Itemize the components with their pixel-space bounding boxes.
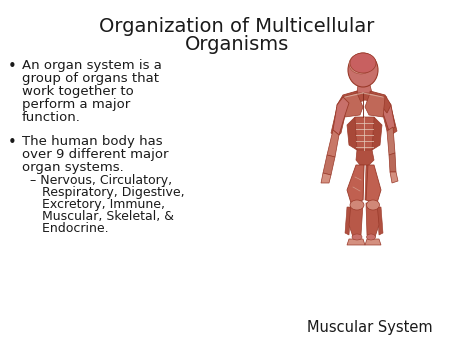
Polygon shape xyxy=(387,127,395,155)
Text: organ systems.: organ systems. xyxy=(22,161,124,174)
Text: Organisms: Organisms xyxy=(185,35,289,54)
Polygon shape xyxy=(343,93,363,117)
Text: Organization of Multicellular: Organization of Multicellular xyxy=(100,17,374,36)
Polygon shape xyxy=(389,153,396,172)
Polygon shape xyxy=(347,117,357,150)
Polygon shape xyxy=(345,207,351,235)
Polygon shape xyxy=(381,99,397,135)
Polygon shape xyxy=(347,165,364,203)
Text: •: • xyxy=(8,59,17,74)
Text: •: • xyxy=(8,135,17,150)
Polygon shape xyxy=(365,165,371,200)
Polygon shape xyxy=(355,117,374,150)
Polygon shape xyxy=(366,203,379,237)
Polygon shape xyxy=(349,203,363,237)
Polygon shape xyxy=(337,91,357,115)
Text: The human body has: The human body has xyxy=(22,135,163,148)
Polygon shape xyxy=(323,155,335,175)
Polygon shape xyxy=(390,172,398,183)
Text: work together to: work together to xyxy=(22,85,134,98)
Polygon shape xyxy=(321,173,331,183)
Ellipse shape xyxy=(350,200,364,210)
Text: Excretory, Immune,: Excretory, Immune, xyxy=(30,198,165,211)
Text: Endocrine.: Endocrine. xyxy=(30,222,109,235)
Ellipse shape xyxy=(350,53,376,73)
Polygon shape xyxy=(372,117,382,150)
Polygon shape xyxy=(365,239,381,245)
Text: function.: function. xyxy=(22,111,81,124)
Ellipse shape xyxy=(366,234,375,240)
Polygon shape xyxy=(379,97,395,131)
Polygon shape xyxy=(327,130,339,157)
Ellipse shape xyxy=(366,200,380,210)
Text: perform a major: perform a major xyxy=(22,98,130,111)
Text: Respiratory, Digestive,: Respiratory, Digestive, xyxy=(30,186,185,199)
Polygon shape xyxy=(331,99,347,137)
Text: Muscular System: Muscular System xyxy=(307,320,433,335)
Text: Muscular, Skeletal, &: Muscular, Skeletal, & xyxy=(30,210,174,223)
Ellipse shape xyxy=(349,54,373,74)
Polygon shape xyxy=(333,97,349,135)
Polygon shape xyxy=(370,91,391,113)
Ellipse shape xyxy=(352,234,362,240)
Text: – Nervous, Circulatory,: – Nervous, Circulatory, xyxy=(30,174,172,187)
Polygon shape xyxy=(377,207,383,235)
Polygon shape xyxy=(356,150,374,165)
Polygon shape xyxy=(365,93,385,117)
Ellipse shape xyxy=(348,53,378,87)
Polygon shape xyxy=(357,85,372,93)
Polygon shape xyxy=(347,239,365,245)
Text: An organ system is a: An organ system is a xyxy=(22,59,162,72)
Polygon shape xyxy=(343,91,387,105)
Polygon shape xyxy=(357,165,364,200)
Text: group of organs that: group of organs that xyxy=(22,72,159,85)
Text: over 9 different major: over 9 different major xyxy=(22,148,168,161)
Polygon shape xyxy=(366,165,381,203)
